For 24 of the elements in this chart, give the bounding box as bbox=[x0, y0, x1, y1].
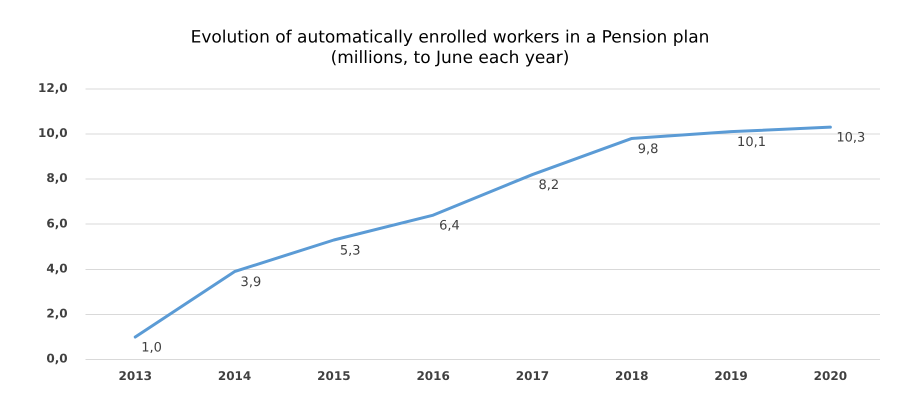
y-tick-label: 0,0 bbox=[46, 352, 68, 366]
y-tick-label: 8,0 bbox=[46, 171, 68, 186]
x-tick-label: 2017 bbox=[516, 368, 550, 383]
x-tick-label: 2020 bbox=[814, 368, 848, 383]
data-label: 6,4 bbox=[439, 218, 460, 234]
data-label: 3,9 bbox=[240, 274, 262, 290]
data-label: 10,1 bbox=[737, 135, 766, 150]
x-tick-label: 2014 bbox=[218, 368, 252, 383]
data-label: 9,8 bbox=[638, 142, 658, 157]
data-label: 5,3 bbox=[340, 243, 361, 258]
y-tick-label: 10,0 bbox=[38, 126, 68, 140]
x-tick-label: 2019 bbox=[714, 368, 748, 383]
data-label: 1,0 bbox=[141, 340, 162, 356]
y-tick-label: 12,0 bbox=[38, 80, 68, 95]
x-tick-label: 2013 bbox=[118, 368, 152, 383]
y-tick-label: 2,0 bbox=[46, 306, 68, 321]
chart-title: Evolution of automatically enrolled workers in a Pension plan (millions, to June each year) bbox=[190, 28, 710, 68]
y-tick-label: 6,0 bbox=[46, 216, 68, 230]
data-label: 8,2 bbox=[538, 178, 560, 193]
x-tick-label: 2015 bbox=[317, 368, 351, 383]
x-tick-label: 2018 bbox=[615, 368, 648, 383]
x-tick-label: 2016 bbox=[416, 368, 450, 383]
data-label: 10,3 bbox=[836, 130, 866, 146]
y-tick-label: 4,0 bbox=[46, 261, 68, 276]
